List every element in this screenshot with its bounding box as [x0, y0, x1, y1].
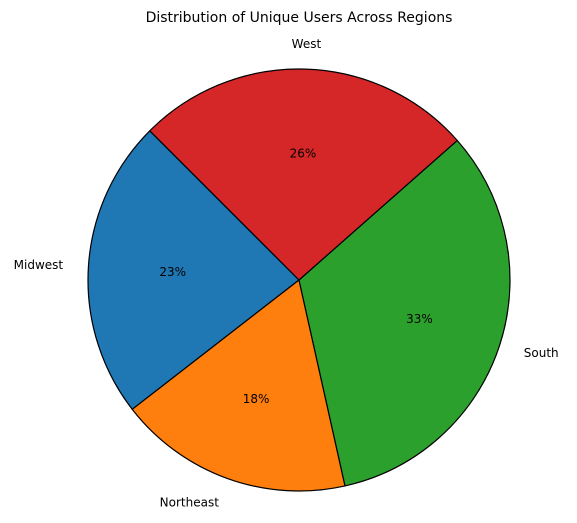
pie-slices	[87, 68, 511, 492]
chart-title: Distribution of Unique Users Across Regi…	[146, 10, 453, 26]
slice-percent-midwest: 23%	[159, 265, 186, 279]
pie-slice-northeast	[131, 279, 346, 492]
slice-percent-northeast: 18%	[243, 392, 270, 406]
pie-slice-midwest	[87, 130, 300, 410]
pie-labels: Midwest 23% Northeast 18% South 33% West 26%	[14, 37, 559, 510]
slice-label-south: South	[524, 346, 559, 360]
slice-label-midwest: Midwest	[14, 258, 64, 272]
slice-label-northeast: Northeast	[160, 495, 220, 509]
pie-slice-west	[149, 68, 458, 281]
slice-label-west: West	[292, 37, 322, 51]
slice-percent-west: 26%	[290, 146, 317, 160]
slice-percent-south: 33%	[406, 312, 433, 326]
pie-slice-south	[298, 139, 511, 487]
